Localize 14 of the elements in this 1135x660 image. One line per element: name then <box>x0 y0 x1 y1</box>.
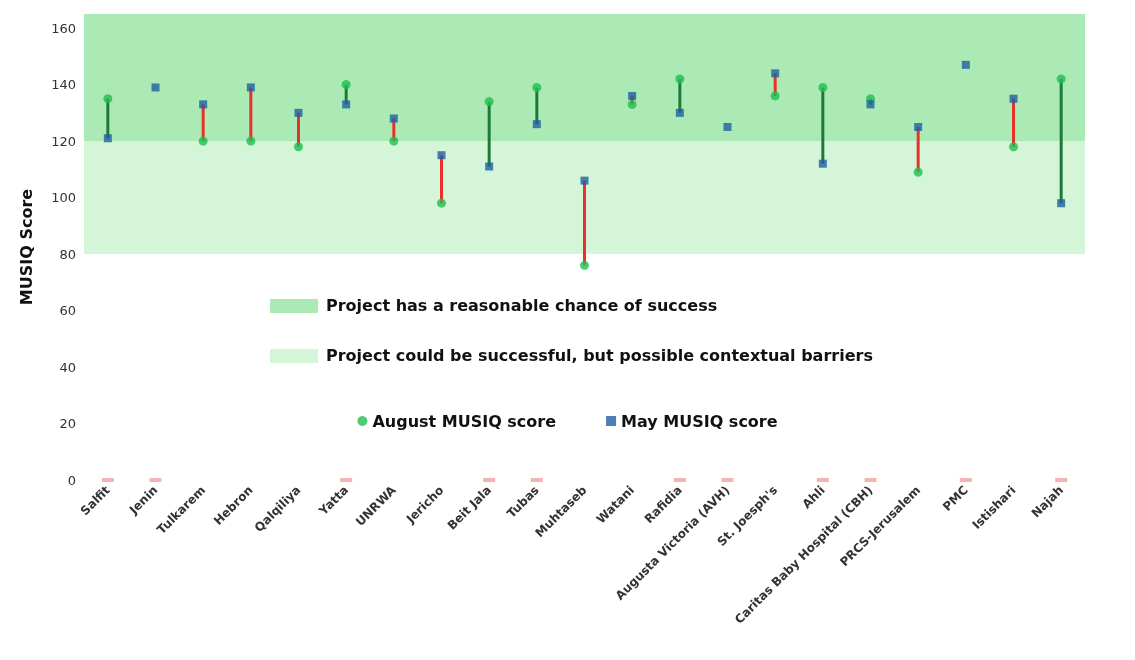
y-tick-label: 60 <box>59 303 76 319</box>
legend-label: August MUSIQ score <box>372 411 557 431</box>
y-tick-label: 120 <box>51 133 76 149</box>
legend-label: May MUSIQ score <box>621 411 778 431</box>
legend-label: Project has a reasonable chance of success <box>326 295 718 315</box>
y-tick-label: 40 <box>59 359 76 375</box>
y-tick-label: 100 <box>51 190 76 206</box>
y-tick-label: 160 <box>51 20 76 36</box>
y-tick-label: 140 <box>51 77 76 93</box>
y-tick-label: 20 <box>59 416 76 432</box>
y-tick-label: 0 <box>67 472 76 488</box>
y-axis-title: MUSIQ Score <box>16 188 36 306</box>
legend-label: Project could be successful, but possible contextual barriers <box>326 345 873 365</box>
y-tick-label: 80 <box>59 246 76 262</box>
